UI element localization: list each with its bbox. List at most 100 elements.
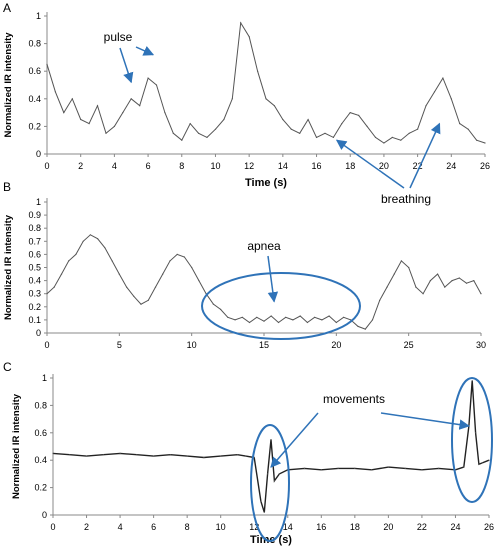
- x-tick-label: 16: [312, 161, 322, 171]
- x-tick-label: 12: [244, 161, 254, 171]
- data-point: [263, 320, 265, 322]
- y-tick-label: 0.9: [28, 210, 41, 220]
- y-tick-label: 0.8: [28, 39, 41, 49]
- data-point: [270, 315, 272, 317]
- x-tick-label: 12: [249, 522, 259, 532]
- annotation-arrow: [335, 139, 405, 189]
- data-point: [111, 260, 113, 262]
- data-point: [335, 321, 337, 324]
- data-point: [285, 316, 287, 318]
- x-tick-label: 10: [210, 161, 220, 171]
- x-tick-label: 0: [50, 522, 55, 532]
- x-tick-label: 10: [187, 340, 197, 350]
- data-point: [270, 439, 272, 441]
- annotation-arrow: [380, 412, 470, 430]
- data-point: [46, 63, 48, 65]
- data-point: [88, 123, 90, 125]
- data-point: [260, 500, 262, 502]
- data-point: [404, 467, 406, 469]
- data-point: [89, 234, 91, 236]
- data-point: [53, 286, 55, 288]
- data-point: [328, 315, 330, 317]
- data-point: [234, 319, 236, 321]
- data-point: [463, 466, 465, 468]
- y-tick-label: 0.6: [28, 66, 41, 76]
- data-point: [458, 277, 460, 279]
- x-tick-label: 5: [117, 340, 122, 350]
- data-point: [307, 118, 309, 121]
- data-point: [417, 128, 419, 130]
- x-tick-label: 0: [44, 161, 49, 171]
- data-point: [212, 303, 214, 305]
- data-point: [408, 132, 410, 134]
- y-tick-label: 0.4: [28, 276, 41, 286]
- data-point: [85, 455, 88, 457]
- data-point: [206, 136, 208, 138]
- data-point: [140, 303, 142, 305]
- data-point: [488, 459, 490, 461]
- y-tick-label: 0.1: [28, 315, 41, 325]
- data-point: [484, 142, 486, 144]
- x-tick-label: 14: [278, 161, 288, 171]
- data-point: [393, 273, 395, 275]
- data-point: [371, 469, 373, 471]
- data-point: [383, 142, 385, 144]
- data-point: [245, 455, 247, 457]
- annotation-label: breathing: [381, 192, 431, 206]
- data-point: [241, 316, 243, 318]
- x-tick-label: 30: [476, 340, 486, 350]
- data-point: [181, 139, 183, 141]
- y-tick-label: 1: [42, 373, 47, 383]
- y-tick-label: 0.6: [34, 428, 47, 438]
- data-point: [400, 139, 402, 141]
- x-tick-label: 24: [450, 522, 460, 532]
- annotation-arrow: [135, 45, 155, 56]
- y-tick-label: 1: [36, 197, 41, 207]
- x-tick-label: 10: [216, 522, 226, 532]
- data-point: [105, 132, 107, 134]
- data-point: [68, 260, 70, 262]
- data-point: [153, 455, 155, 457]
- x-tick-label: 20: [383, 522, 393, 532]
- x-tick-label: 8: [179, 161, 184, 171]
- data-point: [273, 480, 275, 482]
- data-point: [478, 463, 480, 465]
- data-point: [306, 321, 308, 324]
- data-point: [366, 125, 368, 127]
- data-point: [147, 299, 149, 301]
- y-tick-label: 0.2: [34, 483, 47, 493]
- data-point: [130, 98, 132, 100]
- data-point: [277, 321, 280, 324]
- data-point: [118, 273, 120, 275]
- data-point: [231, 98, 233, 100]
- data-point: [172, 132, 174, 134]
- data-point: [299, 315, 301, 317]
- data-point: [203, 456, 205, 459]
- chart-panel-c: C0 2 4 6 8 10 12 14 16 18 20 22 24 2600.20.40.60.81Ti…: [3, 360, 494, 546]
- data-point: [220, 308, 222, 310]
- data-point: [425, 105, 427, 107]
- annotation-ellipse: [250, 424, 290, 542]
- y-tick-label: 0.4: [28, 94, 41, 104]
- x-tick-label: 26: [484, 522, 494, 532]
- x-tick-label: 18: [345, 161, 355, 171]
- data-point: [358, 114, 360, 116]
- data-point: [186, 455, 188, 457]
- data-point: [126, 286, 128, 288]
- data-point: [303, 467, 306, 469]
- annotation-label: apnea: [247, 239, 281, 253]
- x-tick-label: 8: [185, 522, 190, 532]
- panel-letter: A: [3, 1, 11, 15]
- x-tick-label: 2: [78, 161, 83, 171]
- data-point: [198, 280, 200, 282]
- y-tick-label: 0.2: [28, 121, 41, 131]
- x-tick-label: 6: [151, 522, 156, 532]
- data-point: [459, 123, 461, 125]
- x-tick-label: 22: [417, 522, 427, 532]
- data-point: [63, 112, 65, 114]
- data-point: [248, 36, 250, 38]
- data-point: [299, 132, 301, 134]
- x-tick-label: 20: [331, 340, 341, 350]
- x-tick-label: 20: [379, 161, 389, 171]
- data-point: [408, 266, 410, 269]
